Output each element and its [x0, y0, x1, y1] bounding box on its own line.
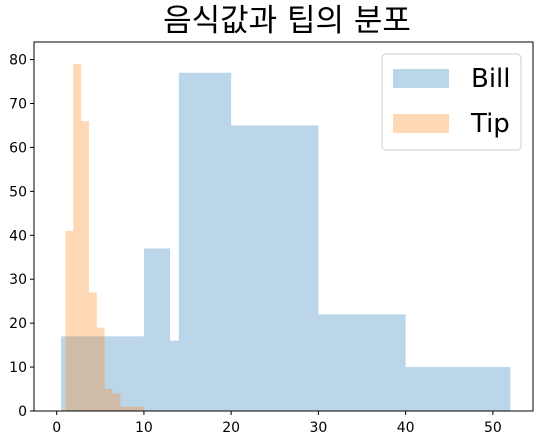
- bar-bill-0: [61, 336, 144, 411]
- bar-bill-4: [231, 125, 319, 412]
- legend-swatch-bill: [393, 69, 449, 88]
- y-tick-label-4: 40: [9, 228, 27, 244]
- bar-tip-7: [120, 406, 129, 411]
- legend-frame: [381, 53, 522, 151]
- x-axis: 0 10 20 30 40 50: [52, 411, 502, 436]
- bar-tip-4: [96, 327, 105, 411]
- legend-label-bill: Bill: [471, 64, 511, 94]
- y-tick-label-1: 10: [9, 360, 27, 376]
- bar-tip-3: [88, 292, 97, 411]
- chart-title: 음식값과 팁의 분포: [163, 3, 411, 39]
- bar-tip-0: [65, 230, 74, 411]
- legend: Bill Tip: [381, 53, 522, 151]
- bar-bill-2: [170, 340, 179, 411]
- bar-tip-9: [136, 406, 144, 411]
- bar-bill-6: [405, 367, 511, 411]
- y-tick-label-6: 60: [9, 140, 27, 156]
- x-tick-label-2: 20: [222, 420, 240, 436]
- y-tick-label-0: 0: [18, 404, 27, 420]
- bar-bill-1: [143, 248, 171, 411]
- bar-tip-2: [81, 121, 89, 411]
- plot-frame: [33, 41, 534, 412]
- legend-swatch-tip: [393, 114, 449, 133]
- y-tick-label-3: 30: [9, 272, 27, 288]
- bar-bill-5: [318, 314, 406, 411]
- bars-layer: [61, 63, 511, 412]
- y-tick-label-5: 50: [9, 184, 27, 200]
- y-tick-label-2: 20: [9, 316, 27, 332]
- y-axis: 0 10 20 30 40 50 60 70 80: [9, 53, 34, 420]
- bar-tip-5: [104, 389, 113, 411]
- bar-tip-8: [128, 406, 137, 411]
- x-tick-label-4: 40: [397, 420, 415, 436]
- legend-label-tip: Tip: [470, 109, 510, 139]
- x-tick-label-5: 50: [484, 420, 502, 436]
- bar-tip-1: [73, 63, 82, 412]
- x-tick-label-1: 10: [135, 420, 153, 436]
- y-tick-label-8: 80: [9, 53, 27, 69]
- x-tick-label-3: 30: [309, 420, 327, 436]
- x-tick-label-0: 0: [52, 420, 61, 436]
- bar-bill-3: [178, 72, 232, 411]
- y-tick-label-7: 70: [9, 97, 27, 113]
- bar-tip-6: [112, 393, 121, 411]
